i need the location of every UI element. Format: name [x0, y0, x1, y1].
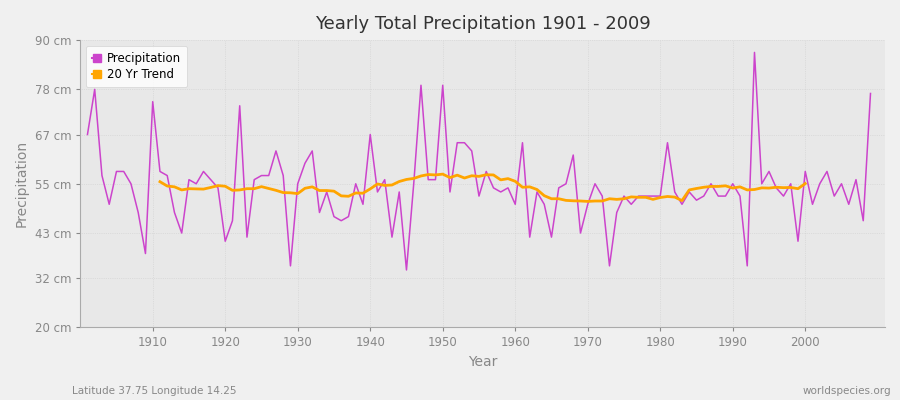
- Text: Latitude 37.75 Longitude 14.25: Latitude 37.75 Longitude 14.25: [72, 386, 237, 396]
- Precipitation: [82, 132, 93, 137]
- 20 Yr Trend: [350, 190, 361, 195]
- 20 Yr Trend: [155, 179, 166, 184]
- 20 Yr Trend: [720, 184, 731, 188]
- 20 Yr Trend: [618, 196, 629, 201]
- Precipitation: [509, 202, 520, 207]
- 20 Yr Trend: [706, 184, 716, 189]
- X-axis label: Year: Year: [468, 355, 498, 369]
- Precipitation: [300, 161, 310, 166]
- Y-axis label: Precipitation: Precipitation: [15, 140, 29, 227]
- Line: Precipitation: Precipitation: [87, 52, 870, 270]
- Precipitation: [865, 91, 876, 96]
- 20 Yr Trend: [786, 185, 796, 190]
- 20 Yr Trend: [582, 199, 593, 204]
- Precipitation: [343, 214, 354, 219]
- Title: Yearly Total Precipitation 1901 - 2009: Yearly Total Precipitation 1901 - 2009: [315, 15, 651, 33]
- 20 Yr Trend: [437, 172, 448, 176]
- 20 Yr Trend: [800, 181, 811, 186]
- Legend: Precipitation, 20 Yr Trend: Precipitation, 20 Yr Trend: [86, 46, 187, 87]
- Precipitation: [518, 140, 528, 145]
- Precipitation: [749, 50, 760, 55]
- Text: worldspecies.org: worldspecies.org: [803, 386, 891, 396]
- Precipitation: [401, 268, 412, 272]
- 20 Yr Trend: [241, 186, 252, 191]
- Precipitation: [140, 251, 151, 256]
- Line: 20 Yr Trend: 20 Yr Trend: [160, 174, 806, 202]
- Precipitation: [604, 264, 615, 268]
